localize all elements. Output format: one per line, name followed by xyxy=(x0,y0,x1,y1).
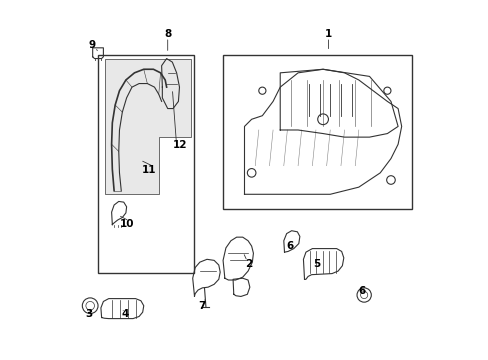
Polygon shape xyxy=(105,59,190,194)
Text: 12: 12 xyxy=(173,140,187,150)
Text: 9: 9 xyxy=(88,40,95,50)
Text: 11: 11 xyxy=(141,165,156,175)
Text: 2: 2 xyxy=(244,259,252,269)
Text: 1: 1 xyxy=(324,28,331,39)
Text: 4: 4 xyxy=(121,309,128,319)
Text: 5: 5 xyxy=(312,259,320,269)
Text: 10: 10 xyxy=(119,219,134,229)
Text: 8: 8 xyxy=(164,28,171,39)
Text: 6: 6 xyxy=(286,241,293,251)
Text: 6: 6 xyxy=(357,286,365,296)
Text: 7: 7 xyxy=(198,301,205,311)
Text: 3: 3 xyxy=(85,309,93,319)
